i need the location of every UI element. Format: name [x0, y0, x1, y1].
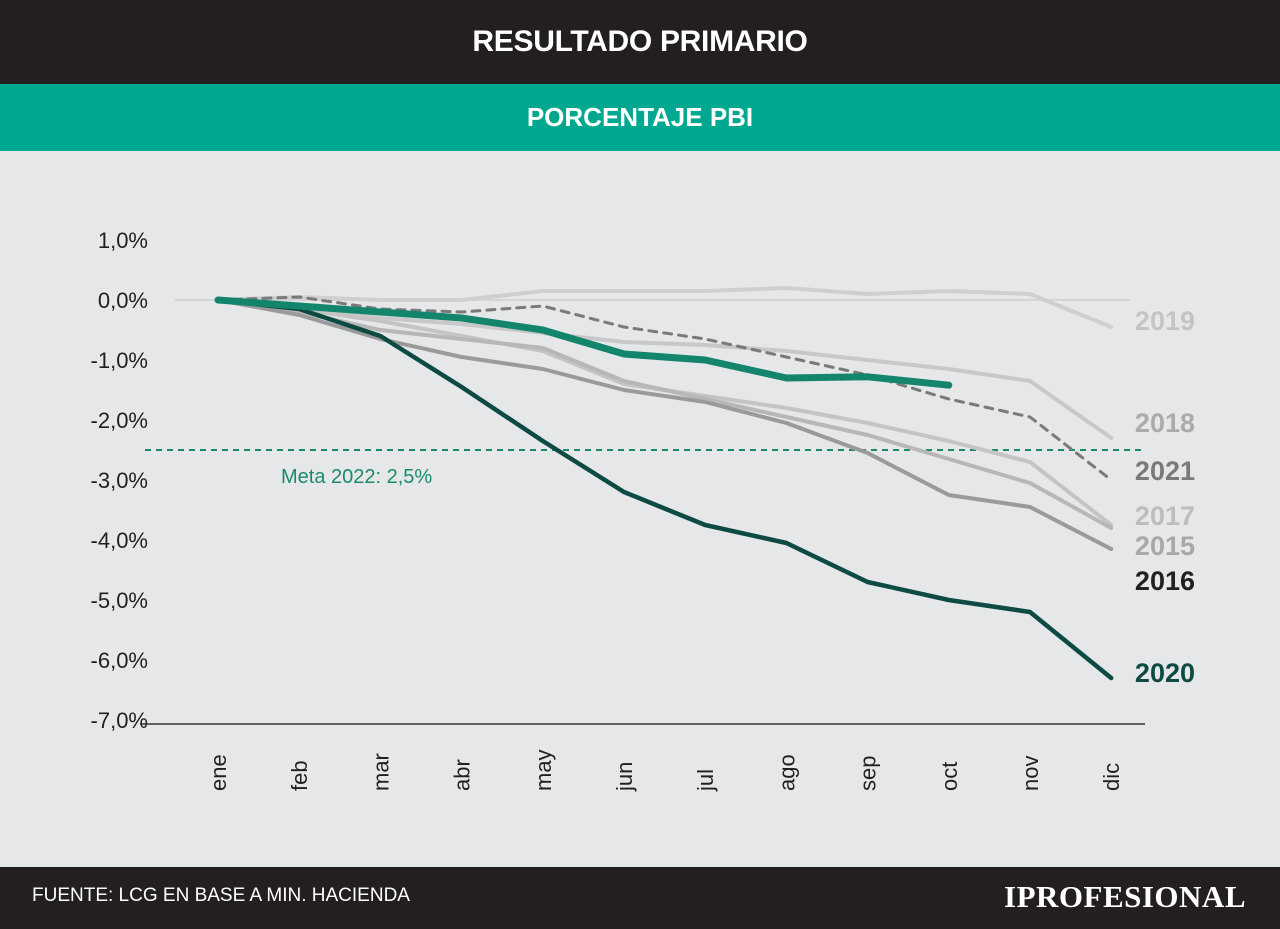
series-line-2018 — [216, 298, 1114, 440]
x-tick-label: ene — [206, 754, 231, 791]
y-tick-label: -6,0% — [91, 648, 148, 673]
x-tick-label: mar — [368, 753, 393, 791]
meta-reference-label: Meta 2022: 2,5% — [281, 466, 432, 488]
series-label-2020: 2020 — [1135, 658, 1195, 688]
series-line-2019 — [216, 286, 1114, 329]
y-tick-label: 0,0% — [98, 288, 148, 313]
x-tick-label: may — [531, 749, 556, 791]
y-tick-label: -7,0% — [91, 708, 148, 733]
chart-subtitle: PORCENTAJE PBI — [526, 102, 754, 132]
footer: FUENTE: LCG EN BASE A MIN. HACIENDA IPRO… — [0, 867, 1280, 929]
series-label-2015: 2015 — [1135, 531, 1195, 561]
chart-title: RESULTADO PRIMARIO — [472, 25, 808, 58]
y-tick-label: -3,0% — [91, 468, 148, 493]
x-tick-label: jun — [612, 762, 637, 792]
chart-header: RESULTADO PRIMARIO — [0, 0, 1280, 84]
y-tick-label: -2,0% — [91, 408, 148, 433]
series-line-2020 — [215, 297, 1114, 681]
series-label-2016: 2016 — [1135, 566, 1195, 596]
series-label-2019: 2019 — [1135, 306, 1195, 336]
line-chart: 1,0% 0,0% -1,0% -2,0% -3,0% -4,0% -5,0% -6,0% -7… — [91, 228, 1195, 792]
series-label-2017: 2017 — [1135, 501, 1195, 531]
x-tick-label: dic — [1099, 763, 1124, 791]
x-tick-label: sep — [856, 756, 881, 791]
x-tick-label: feb — [287, 760, 312, 791]
y-tick-label: -5,0% — [91, 588, 148, 613]
x-tick-label: oct — [937, 762, 962, 791]
y-tick-label: 1,0% — [98, 228, 148, 253]
x-tick-label: nov — [1018, 756, 1043, 791]
y-tick-label: -1,0% — [91, 348, 148, 373]
series-line-2021 — [216, 295, 1113, 482]
series-line-2022 — [214, 296, 953, 389]
chart-subheader: PORCENTAJE PBI — [0, 84, 1280, 151]
source-note: FUENTE: LCG EN BASE A MIN. HACIENDA — [32, 885, 410, 906]
series-line-2015 — [216, 298, 1114, 530]
series-line-2016 — [216, 298, 1114, 551]
brand-logo: IPROFESIONAL — [1004, 879, 1246, 914]
series-label-2018: 2018 — [1135, 408, 1195, 438]
y-tick-label: -4,0% — [91, 528, 148, 553]
x-tick-label: abr — [450, 759, 475, 791]
x-tick-label: jul — [693, 769, 718, 792]
series-label-2021: 2021 — [1135, 456, 1195, 486]
chart-area: 1,0% 0,0% -1,0% -2,0% -3,0% -4,0% -5,0% -6,0% -7… — [0, 151, 1280, 867]
x-tick-label: ago — [774, 754, 799, 791]
